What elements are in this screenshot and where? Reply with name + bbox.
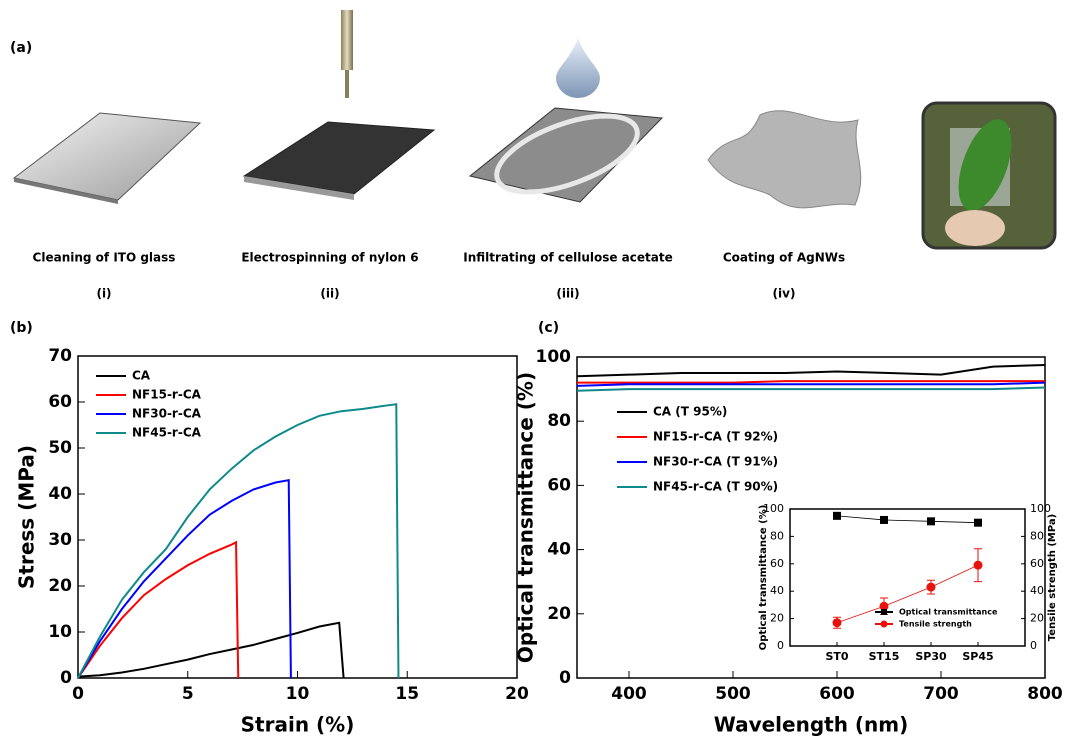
panel-label: (c) [538,320,559,336]
y-tick-label: 60 [547,475,571,495]
plot-frame [78,356,517,678]
legend-marker [881,621,888,628]
y2-axis-label: Tensile strength (MPa) [1047,514,1058,641]
y2-tick-label: 80 [1030,529,1044,542]
legend-label: Optical transmittance [899,608,998,617]
point [974,561,983,570]
legend-label: NF45-r-CA (T 90%) [653,480,778,494]
step-numeral: (i) [96,287,111,301]
y-axis-label: Optical transmittance (%) [758,505,769,651]
y-tick-label: 40 [770,584,784,597]
step-illustrations [14,10,1055,248]
y-tick-label: 40 [48,484,72,504]
y-tick-label: 70 [48,346,72,366]
legend-label: NF15-r-CA (T 92%) [653,430,778,444]
x-tick-label: ST0 [825,650,848,663]
step-caption: Infiltrating of cellulose acetate [463,251,672,265]
y-tick-label: 0 [559,668,571,688]
y-axis-label: Optical transmittance (%) [514,372,538,663]
x-tick-label: 600 [819,684,855,704]
x-tick-label: 700 [923,684,959,704]
y-axis-label: Stress (MPa) [15,445,39,589]
y-tick-label: 80 [770,529,784,542]
point [833,512,841,520]
x-tick-label: 0 [72,684,84,704]
x-tick-label: ST15 [869,650,900,663]
step-numeral: (ii) [320,287,339,301]
x-axis-label: Strain (%) [241,713,355,737]
legend-label: Tensile strength [899,620,972,629]
y-tick-label: 10 [48,622,72,642]
y-tick-label: 60 [48,392,72,412]
figure: (a) (b) (c) Cleaning of ITO glass (i) Elec… [0,0,1065,739]
chart: 0 10 20 30 40 50 60 70 0 5 10 15 20 Strain (%) Stress … [15,346,529,737]
legend-label: NF45-r-CA [132,426,202,440]
legend-label: CA [132,369,151,383]
panel-label: (b) [10,320,33,336]
needle-tip [345,70,349,98]
y-tick-label: 20 [770,612,784,625]
panel-label: (a) [10,40,32,56]
y-tick-label: 0 [60,668,72,688]
y-tick-label: 20 [547,604,571,624]
y-tick-label: 0 [777,639,784,652]
y2-tick-label: 20 [1030,612,1044,625]
x-tick-label: 800 [1027,684,1063,704]
x-tick-label: SP30 [915,650,947,663]
x-tick-label: 500 [715,684,751,704]
point [927,517,935,525]
y2-tick-label: 60 [1030,557,1044,570]
y-tick-label: 50 [48,438,72,458]
point [974,519,982,527]
legend-label: NF30-r-CA (T 91%) [653,455,778,469]
step-numeral: (iii) [556,287,579,301]
legend-marker [881,609,887,615]
y2-tick-label: 0 [1030,639,1037,652]
y-tick-label: 30 [48,530,72,550]
legend-label: NF15-r-CA [132,388,202,402]
y2-tick-label: 100 [1030,502,1051,515]
step-caption: Coating of AgNWs [723,251,845,265]
droplet [556,38,600,98]
y2-tick-label: 40 [1030,584,1044,597]
y-tick-label: 100 [536,347,572,367]
y-tick-label: 60 [770,557,784,570]
step-caption: Electrospinning of nylon 6 [241,251,418,265]
agnw-film [708,111,861,208]
legend-label: NF30-r-CA [132,407,202,421]
x-tick-label: 15 [395,684,419,704]
point [927,583,936,592]
y-tick-label: 40 [547,540,571,560]
x-axis-label: Wavelength (nm) [714,713,909,737]
y-tick-label: 20 [48,576,72,596]
point [833,618,842,627]
x-tick-label: SP45 [962,650,993,663]
needle [341,10,353,70]
step-caption: Cleaning of ITO glass [33,251,176,265]
legend-label: CA (T 95%) [653,405,727,419]
x-tick-label: 10 [286,684,310,704]
y-tick-label: 80 [547,411,571,431]
photo-hand [945,210,1005,246]
x-tick-label: 5 [182,684,194,704]
point [880,516,888,524]
x-tick-label: 400 [611,684,647,704]
step-numeral: (iv) [773,287,796,301]
x-tick-label: 20 [505,684,529,704]
